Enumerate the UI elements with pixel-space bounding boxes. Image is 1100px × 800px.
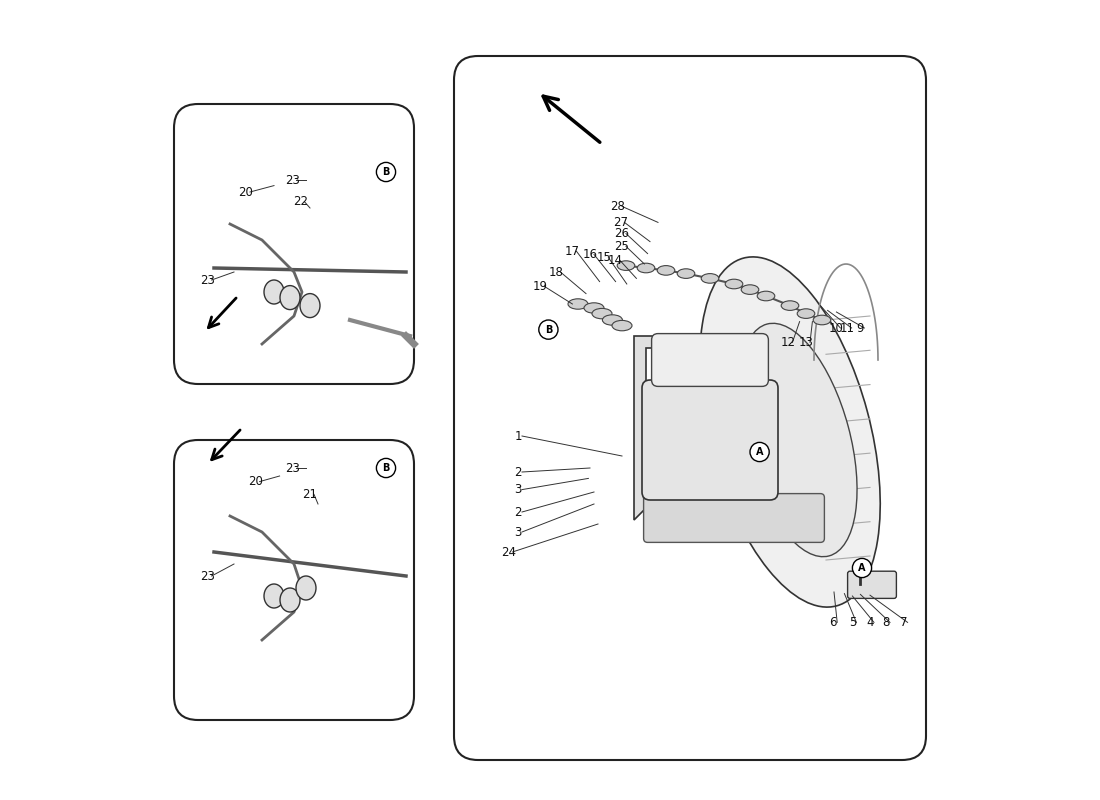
Text: 4: 4 — [867, 616, 873, 629]
Circle shape — [376, 162, 396, 182]
Text: A: A — [756, 447, 763, 457]
Ellipse shape — [264, 280, 284, 304]
Text: eurospares: eurospares — [241, 235, 346, 253]
FancyBboxPatch shape — [644, 494, 824, 542]
Text: B: B — [383, 167, 389, 177]
Ellipse shape — [296, 576, 316, 600]
Ellipse shape — [739, 323, 857, 557]
Text: 15: 15 — [597, 251, 612, 264]
Text: 5: 5 — [849, 616, 856, 629]
Ellipse shape — [584, 302, 604, 314]
Ellipse shape — [612, 321, 632, 331]
Circle shape — [852, 558, 871, 578]
Text: 10: 10 — [829, 322, 844, 334]
Ellipse shape — [741, 285, 759, 294]
Text: 3: 3 — [515, 526, 521, 538]
Ellipse shape — [678, 269, 695, 278]
Ellipse shape — [700, 257, 880, 607]
Text: 23: 23 — [285, 462, 300, 474]
FancyBboxPatch shape — [642, 380, 778, 500]
Text: 12: 12 — [781, 336, 796, 349]
Ellipse shape — [701, 274, 718, 283]
Circle shape — [539, 320, 558, 339]
Text: B: B — [544, 325, 552, 334]
Circle shape — [376, 458, 396, 478]
Text: eurospares: eurospares — [729, 537, 887, 561]
Text: 19: 19 — [532, 280, 548, 293]
Text: 9: 9 — [857, 322, 865, 334]
Text: 16: 16 — [583, 248, 597, 261]
Ellipse shape — [280, 588, 300, 612]
Text: 2: 2 — [515, 466, 521, 478]
Text: 17: 17 — [565, 245, 580, 258]
Text: A: A — [858, 563, 866, 573]
Polygon shape — [634, 336, 662, 520]
FancyBboxPatch shape — [454, 56, 926, 760]
Ellipse shape — [657, 266, 674, 275]
Ellipse shape — [813, 315, 830, 325]
Text: 18: 18 — [549, 266, 564, 278]
Text: eurospares: eurospares — [540, 361, 698, 385]
Text: 26: 26 — [615, 227, 629, 240]
Ellipse shape — [603, 314, 623, 326]
Text: 25: 25 — [615, 240, 629, 253]
Text: 7: 7 — [900, 616, 908, 629]
Text: 1: 1 — [515, 430, 521, 442]
Text: 3: 3 — [515, 483, 521, 496]
Text: 13: 13 — [799, 336, 813, 349]
Text: 20: 20 — [239, 186, 253, 198]
Text: eurospares: eurospares — [241, 571, 346, 589]
Ellipse shape — [300, 294, 320, 318]
Text: 20: 20 — [249, 475, 263, 488]
Text: 6: 6 — [829, 616, 837, 629]
Text: 28: 28 — [610, 200, 626, 213]
Text: 22: 22 — [293, 195, 308, 208]
Ellipse shape — [725, 279, 742, 289]
Ellipse shape — [798, 309, 815, 318]
FancyBboxPatch shape — [651, 334, 769, 386]
Text: B: B — [383, 463, 389, 473]
Ellipse shape — [617, 261, 635, 270]
Text: 14: 14 — [608, 254, 623, 266]
FancyBboxPatch shape — [174, 440, 414, 720]
FancyBboxPatch shape — [848, 571, 896, 598]
FancyBboxPatch shape — [174, 104, 414, 384]
Text: 21: 21 — [302, 488, 318, 501]
Text: 2: 2 — [515, 506, 521, 518]
Text: 11: 11 — [840, 322, 855, 334]
Ellipse shape — [592, 309, 612, 318]
Text: 24: 24 — [500, 546, 516, 558]
Ellipse shape — [568, 299, 588, 310]
Ellipse shape — [280, 286, 300, 310]
Text: 27: 27 — [613, 216, 628, 229]
Ellipse shape — [781, 301, 799, 310]
Text: 23: 23 — [200, 274, 214, 286]
Ellipse shape — [264, 584, 284, 608]
Text: 8: 8 — [882, 616, 890, 629]
Text: 23: 23 — [285, 174, 300, 186]
Text: 23: 23 — [200, 570, 214, 582]
Ellipse shape — [757, 291, 774, 301]
Circle shape — [750, 442, 769, 462]
Ellipse shape — [637, 263, 654, 273]
